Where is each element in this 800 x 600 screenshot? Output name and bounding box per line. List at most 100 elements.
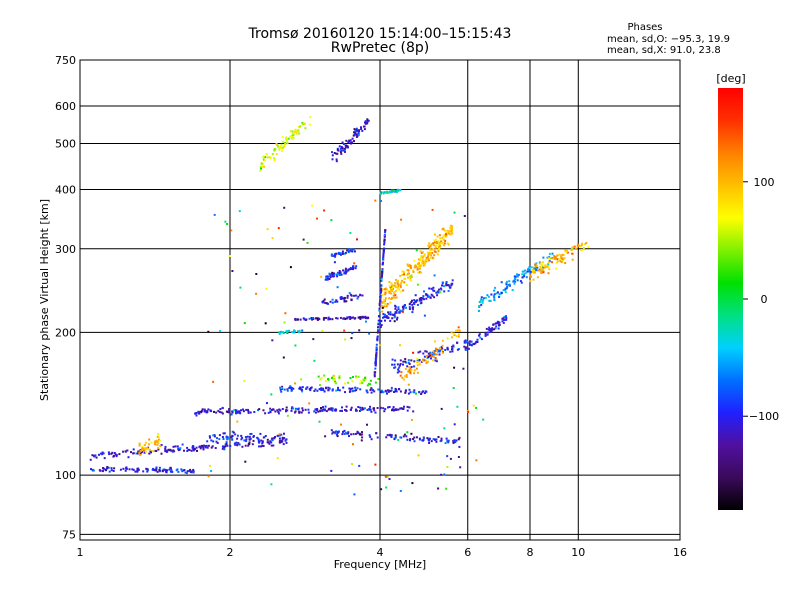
data-point bbox=[353, 128, 356, 131]
data-point bbox=[387, 290, 390, 293]
data-point bbox=[399, 407, 402, 410]
data-point bbox=[323, 209, 326, 212]
data-point bbox=[488, 299, 491, 302]
y-tick-label: 500 bbox=[55, 138, 76, 151]
data-point bbox=[374, 364, 377, 367]
data-point bbox=[384, 389, 387, 392]
data-point bbox=[508, 283, 511, 286]
data-point bbox=[282, 443, 285, 446]
data-point bbox=[434, 247, 437, 250]
data-point bbox=[369, 383, 372, 386]
data-point bbox=[534, 264, 537, 266]
data-point bbox=[443, 233, 446, 236]
data-point bbox=[234, 443, 237, 446]
data-point bbox=[558, 258, 561, 261]
plot-frame bbox=[79, 59, 681, 541]
data-point bbox=[252, 435, 255, 438]
data-point bbox=[527, 268, 529, 271]
data-point bbox=[486, 333, 489, 336]
data-point bbox=[279, 386, 282, 389]
data-point bbox=[337, 252, 340, 255]
data-point bbox=[389, 287, 392, 290]
x-tick-label: 8 bbox=[527, 546, 534, 559]
data-point bbox=[293, 411, 296, 414]
data-point bbox=[285, 409, 288, 411]
data-point bbox=[342, 430, 344, 433]
data-point bbox=[544, 266, 547, 269]
data-point bbox=[144, 441, 147, 444]
data-point bbox=[269, 441, 272, 444]
data-point bbox=[422, 437, 425, 440]
data-point bbox=[435, 358, 438, 361]
data-point bbox=[355, 376, 358, 379]
data-point bbox=[389, 319, 392, 322]
data-point bbox=[433, 353, 436, 356]
data-point bbox=[481, 300, 484, 302]
data-point bbox=[407, 369, 410, 372]
data-point bbox=[384, 408, 387, 411]
data-point bbox=[448, 230, 451, 233]
data-point bbox=[324, 405, 327, 408]
data-point bbox=[209, 410, 212, 412]
data-point bbox=[314, 408, 317, 411]
data-point bbox=[377, 388, 380, 391]
data-point bbox=[444, 234, 447, 237]
data-point bbox=[344, 338, 347, 341]
data-point bbox=[429, 248, 432, 251]
data-point bbox=[380, 284, 383, 287]
data-point bbox=[528, 269, 531, 272]
data-point bbox=[230, 229, 233, 232]
data-point bbox=[419, 257, 422, 260]
data-point bbox=[368, 408, 371, 411]
data-point bbox=[404, 358, 407, 360]
x-tick-labels: 1 2 4 6 8 10 16 bbox=[77, 546, 688, 559]
data-point bbox=[559, 260, 562, 263]
phase-box-line-x: mean, sd,X: 91.0, 23.8 bbox=[607, 45, 721, 56]
data-point bbox=[262, 158, 265, 161]
data-point bbox=[411, 308, 414, 311]
data-point bbox=[437, 240, 440, 243]
data-point bbox=[453, 334, 456, 336]
data-point bbox=[277, 411, 280, 413]
data-point bbox=[425, 297, 428, 300]
data-point bbox=[382, 252, 385, 255]
data-point bbox=[546, 264, 549, 267]
data-point bbox=[410, 359, 413, 362]
data-point bbox=[397, 368, 400, 371]
chart-subtitle: RwPretec (8p) bbox=[331, 40, 429, 56]
data-point bbox=[410, 432, 413, 435]
data-point bbox=[409, 278, 412, 281]
data-point bbox=[348, 292, 351, 295]
data-point bbox=[447, 243, 450, 246]
data-point bbox=[373, 371, 376, 374]
data-point bbox=[420, 393, 423, 395]
data-point bbox=[493, 299, 496, 301]
data-point bbox=[395, 284, 398, 287]
data-point bbox=[223, 432, 226, 435]
data-point bbox=[350, 408, 352, 411]
data-point bbox=[319, 384, 321, 387]
data-point bbox=[320, 407, 322, 409]
data-point bbox=[418, 267, 421, 270]
data-point bbox=[451, 279, 454, 282]
data-point bbox=[407, 272, 409, 275]
data-point bbox=[390, 282, 393, 285]
data-point bbox=[452, 332, 455, 335]
data-point bbox=[270, 393, 273, 396]
data-point bbox=[294, 410, 297, 413]
data-point bbox=[221, 412, 224, 415]
data-point bbox=[132, 448, 135, 451]
data-point bbox=[446, 230, 449, 233]
data-point bbox=[244, 460, 247, 463]
data-point bbox=[154, 443, 157, 446]
data-point bbox=[425, 361, 428, 364]
data-point bbox=[153, 468, 156, 471]
data-point bbox=[378, 302, 381, 305]
data-point bbox=[397, 439, 400, 441]
data-point bbox=[377, 326, 379, 329]
data-point bbox=[443, 244, 446, 247]
data-point bbox=[441, 344, 444, 347]
data-point bbox=[440, 439, 443, 442]
data-point bbox=[458, 329, 461, 332]
data-point bbox=[94, 454, 97, 457]
